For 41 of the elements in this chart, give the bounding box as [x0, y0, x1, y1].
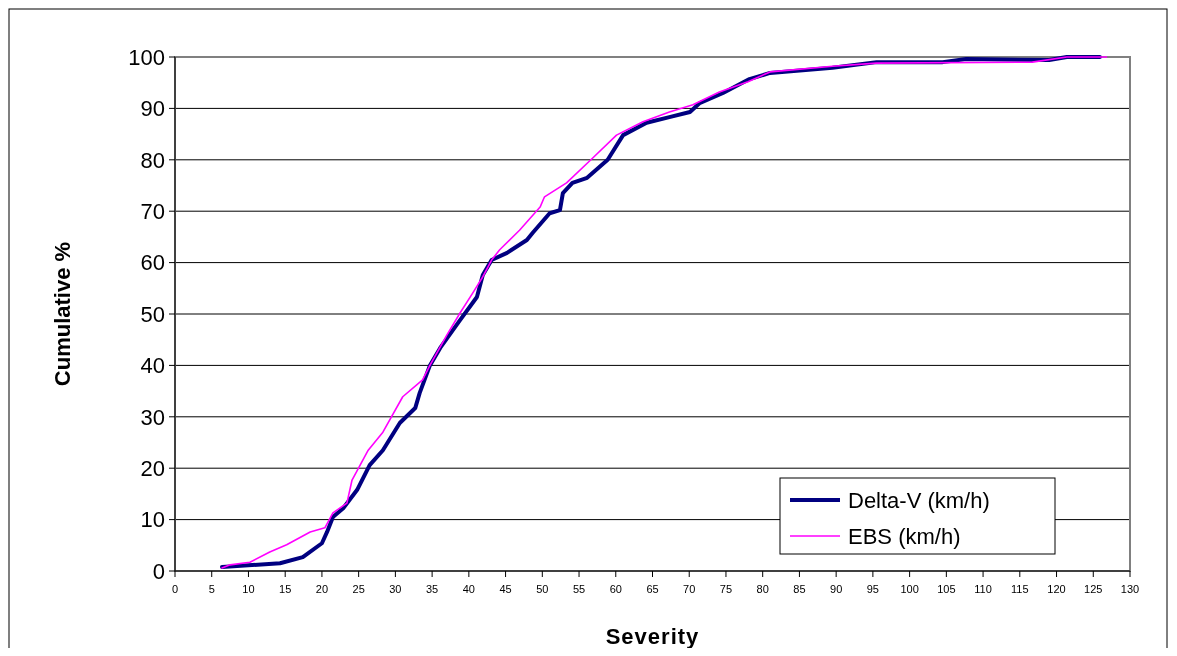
x-tick-label: 30: [389, 583, 402, 595]
y-tick-label: 40: [140, 353, 165, 379]
y-tick-label: 90: [140, 96, 165, 122]
y-tick-label: 30: [140, 404, 165, 430]
x-tick-label: 5: [208, 583, 215, 595]
x-tick-label: 130: [1120, 583, 1140, 595]
x-tick-label: 115: [1011, 583, 1029, 595]
x-tick-label: 55: [572, 583, 586, 595]
legend-label: Delta-V (km/h): [848, 487, 990, 513]
y-axis-title: Cumulative %: [50, 241, 75, 387]
y-tick-label: 80: [140, 147, 165, 173]
y-tick-label: 100: [128, 44, 165, 70]
x-tick-label: 80: [756, 583, 769, 595]
legend-label: EBS (km/h): [848, 523, 961, 549]
x-tick-label: 40: [462, 583, 475, 595]
x-tick-label: 0: [171, 583, 179, 595]
x-tick-label: 85: [793, 583, 806, 595]
x-tick-label: 120: [1047, 583, 1066, 595]
x-tick-label: 70: [683, 583, 696, 595]
x-tick-label: 75: [719, 583, 733, 595]
x-tick-label: 95: [866, 583, 880, 595]
x-tick-label: 105: [937, 583, 956, 595]
x-tick-label: 110: [974, 583, 992, 595]
y-tick-label: 70: [140, 198, 165, 224]
y-tick-label: 60: [140, 250, 165, 276]
x-tick-label: 25: [352, 583, 365, 595]
x-tick-label: 90: [830, 583, 843, 595]
x-tick-label: 125: [1084, 583, 1103, 595]
y-tick-label: 50: [140, 301, 165, 327]
x-tick-label: 20: [315, 583, 329, 595]
y-tick-label: 10: [140, 507, 165, 533]
x-tick-label: 100: [900, 583, 919, 595]
y-tick-label: 20: [140, 455, 165, 481]
x-tick-label: 10: [242, 583, 255, 595]
x-tick-label: 50: [536, 583, 549, 595]
x-tick-label: 45: [499, 583, 512, 595]
x-tick-label: 60: [609, 583, 622, 595]
x-tick-label: 35: [425, 583, 439, 595]
x-tick-label: 65: [646, 583, 659, 595]
x-tick-label: 15: [279, 583, 292, 595]
x-axis-title: Severity: [605, 624, 700, 649]
